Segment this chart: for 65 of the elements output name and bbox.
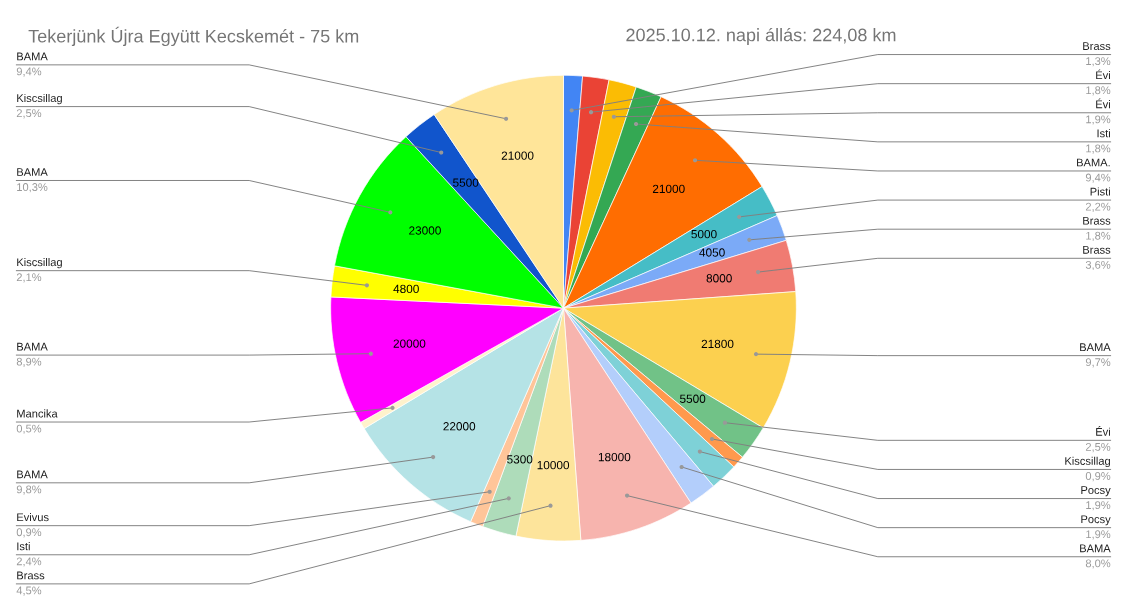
text: 8,9% (16, 357, 42, 367)
text: 0,9% (1085, 472, 1111, 482)
text: 2,4% (16, 557, 42, 567)
text: 2,5% (1085, 442, 1111, 453)
text: 9,4% (16, 67, 42, 77)
slice-label: BAMA (17, 470, 48, 479)
slice-label: Pocsy (1081, 515, 1111, 526)
slice-label: BAMA (1080, 343, 1111, 351)
slice-label: Mancika (17, 409, 58, 418)
text: 0,5% (16, 424, 42, 434)
slice-label: BAMA (17, 168, 48, 176)
slice-label: Brass (17, 571, 45, 580)
chart-title: Tekerjünk Újra Együtt Kecskemét - 75 km (28, 26, 359, 47)
text: 8,0% (1085, 559, 1111, 569)
data-label: 22000 (443, 422, 476, 431)
slice-label: Kiscsillag (1065, 456, 1110, 468)
slice-label: Evivus (17, 512, 49, 522)
text: 3,6% (1085, 260, 1111, 271)
data-label: 18000 (598, 452, 631, 462)
data-label: 10000 (537, 460, 570, 470)
slice-label: BAMA (17, 342, 48, 351)
data-label: 21800 (701, 339, 734, 349)
slice-label: Brass (1083, 42, 1111, 51)
slice-label: Pisti (1090, 187, 1110, 196)
text: 10,3% (17, 183, 48, 193)
text: 2,5% (16, 109, 42, 119)
data-label: 5500 (453, 178, 479, 187)
slice-label: Isti (17, 542, 30, 551)
slice-label: BAMA. (1077, 158, 1110, 167)
slice-label: Évi (1096, 98, 1110, 109)
data-label: 5000 (691, 229, 717, 239)
text: 9,8% (16, 485, 42, 495)
data-label: 8000 (706, 274, 732, 283)
slice-label: BAMA (17, 52, 48, 61)
slice-label: Kiscsillag (17, 93, 62, 105)
text: 0,9% (16, 528, 42, 538)
slice-label: Évi (1096, 426, 1110, 436)
text: 2,1% (16, 273, 42, 283)
data-label: 21000 (652, 184, 685, 194)
slice-label: Isti (1097, 129, 1110, 138)
data-label: 20000 (393, 339, 426, 348)
text: 1,9% (1086, 115, 1111, 125)
text: 2,2% (1085, 202, 1111, 212)
text: 4,5% (16, 586, 42, 596)
text: 1,8% (1086, 86, 1111, 96)
text: 1,3% (1086, 57, 1111, 67)
chart-subtitle: 2025.10.12. napi állás: 224,08 km (626, 27, 896, 45)
slice-label: Brass (1083, 246, 1111, 254)
data-label: 4050 (699, 248, 725, 257)
text: 1,9% (1086, 530, 1111, 540)
data-label: 4800 (393, 284, 419, 294)
slice-label: Évi (1096, 69, 1110, 80)
text: 9,4% (1085, 173, 1111, 183)
text: 9,7% (1085, 358, 1111, 368)
slice-label: Kiscsillag (17, 257, 62, 269)
slice-label: BAMA (1080, 544, 1111, 553)
text: 1,9% (1086, 501, 1111, 511)
slice-label: Brass (1083, 216, 1111, 225)
data-label: 23000 (409, 226, 441, 235)
data-label: 5500 (679, 394, 706, 403)
data-label: 21000 (501, 151, 534, 160)
text: 1,8% (1086, 231, 1111, 241)
text: 1,8% (1086, 144, 1111, 154)
data-label: 5300 (507, 455, 533, 464)
slice-label: Pocsy (1081, 486, 1111, 497)
